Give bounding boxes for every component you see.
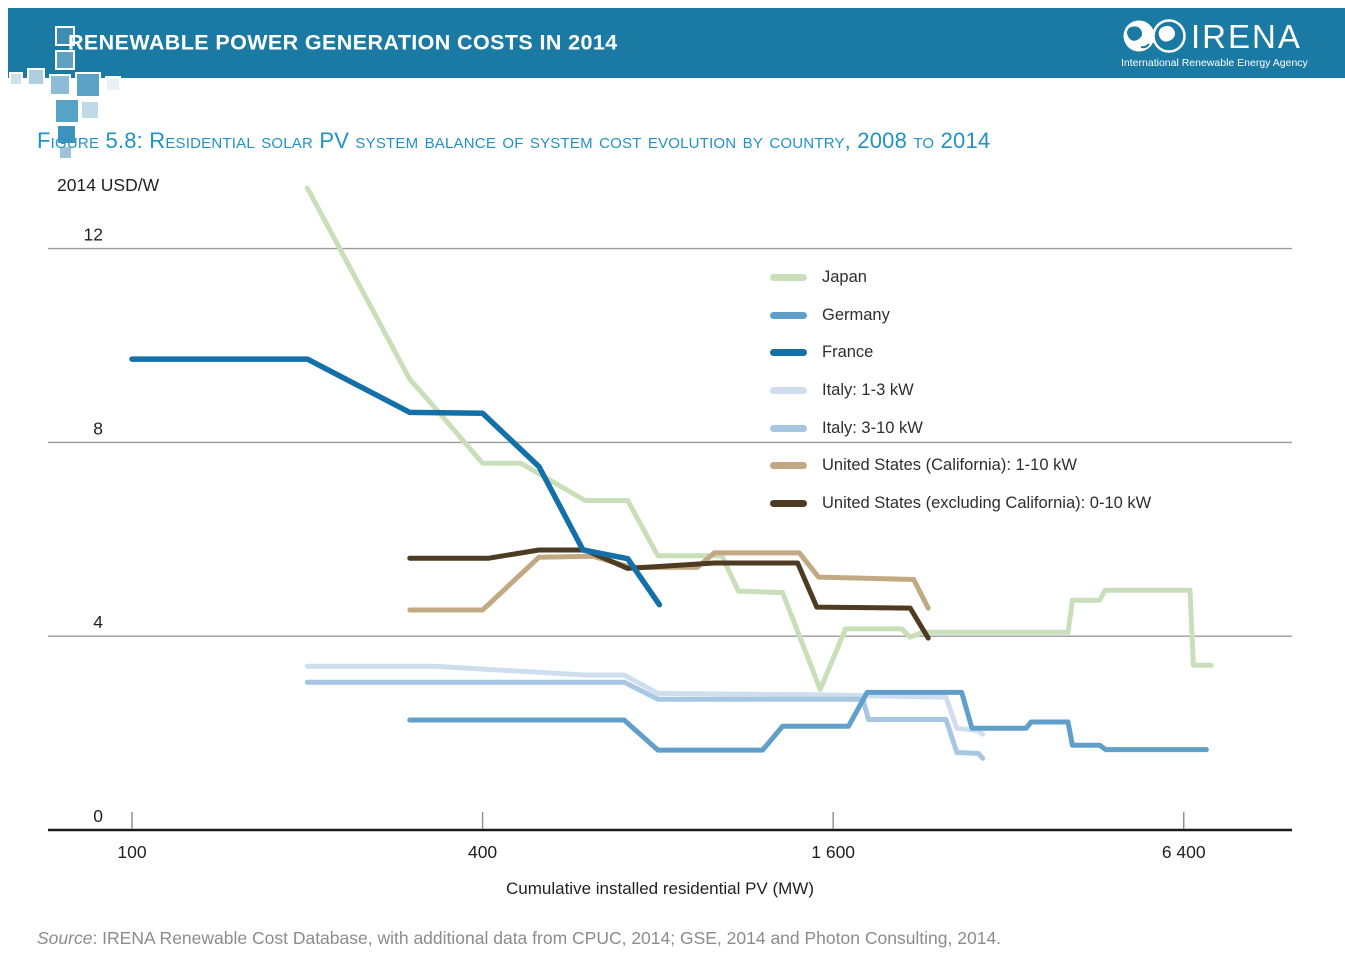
x-tick-label-100: 100 bbox=[117, 842, 146, 862]
deco-square bbox=[82, 102, 98, 118]
legend-swatch-icon bbox=[770, 274, 807, 282]
legend-label: United States (California): 1-10 kW bbox=[822, 456, 1077, 475]
deco-square bbox=[55, 26, 75, 46]
figure-title: Figure 5.8: Residential solar PV system … bbox=[37, 128, 991, 153]
legend-label: Japan bbox=[822, 268, 867, 287]
deco-square bbox=[75, 72, 101, 98]
legend-item: United States (excluding California): 0-… bbox=[770, 485, 1151, 523]
x-axis-title: Cumulative installed residential PV (MW) bbox=[506, 879, 814, 898]
legend-item: Italy: 3-10 kW bbox=[770, 409, 1151, 447]
y-tick-label-0: 0 bbox=[93, 806, 103, 826]
series-line-united-states-california-1-10-kw bbox=[407, 550, 931, 613]
svg-text:International Renewable Energy: International Renewable Energy Agency bbox=[1121, 57, 1309, 69]
deco-square bbox=[55, 50, 75, 70]
source-text: : IRENA Renewable Cost Database, with ad… bbox=[92, 928, 1002, 948]
x-tick-label-400: 400 bbox=[468, 842, 497, 862]
series-line-italy-3-10-kw bbox=[304, 679, 986, 761]
deco-square bbox=[58, 126, 75, 143]
deco-square bbox=[49, 74, 71, 96]
x-tick-label-6400: 6 400 bbox=[1162, 842, 1206, 862]
legend-item: Germany bbox=[770, 297, 1151, 335]
series-line-france bbox=[129, 356, 663, 608]
irena-logo: IRENA International Renewable Energy Age… bbox=[1117, 14, 1317, 72]
series-line-japan bbox=[304, 185, 1214, 692]
svg-text:IRENA: IRENA bbox=[1191, 18, 1302, 55]
deco-square bbox=[105, 76, 121, 92]
deco-square bbox=[9, 72, 23, 86]
legend-swatch-icon bbox=[770, 349, 807, 357]
irena-globes-icon: IRENA International Renewable Energy Age… bbox=[1121, 18, 1309, 69]
y-axis-unit-label: 2014 USD/W bbox=[57, 175, 160, 195]
legend-item: Italy: 1-3 kW bbox=[770, 372, 1151, 410]
legend-swatch-icon bbox=[770, 387, 807, 395]
legend-item: France bbox=[770, 334, 1151, 372]
legend-item: United States (California): 1-10 kW bbox=[770, 447, 1151, 485]
series-line-united-states-excluding-california-0-10-kw bbox=[407, 547, 931, 641]
legend-swatch-icon bbox=[770, 311, 807, 319]
legend-item: Japan bbox=[770, 259, 1151, 297]
x-tick-label-1600: 1 600 bbox=[811, 842, 855, 862]
y-tick-label-4: 4 bbox=[93, 612, 103, 632]
legend-label: Germany bbox=[822, 305, 890, 324]
header-bar: RENEWABLE POWER GENERATION COSTS IN 2014… bbox=[8, 8, 1345, 78]
source-note: Source: IRENA Renewable Cost Database, w… bbox=[37, 928, 1001, 949]
y-tick-label-8: 8 bbox=[93, 418, 103, 438]
legend-label: Italy: 3-10 kW bbox=[822, 418, 923, 437]
y-tick-label-12: 12 bbox=[84, 225, 103, 245]
report-title: RENEWABLE POWER GENERATION COSTS IN 2014 bbox=[68, 30, 618, 55]
deco-square bbox=[60, 147, 71, 158]
source-label: Source bbox=[37, 928, 93, 948]
legend-swatch-icon bbox=[770, 462, 807, 470]
legend-swatch-icon bbox=[770, 424, 807, 432]
deco-square bbox=[27, 68, 45, 86]
series-line-italy-1-3-kw bbox=[304, 663, 986, 737]
legend-swatch-icon bbox=[770, 499, 807, 507]
chart-legend: Japan Germany France Italy: 1-3 kW Italy: 3-… bbox=[770, 259, 1151, 522]
deco-square bbox=[56, 100, 78, 122]
legend-label: United States (excluding California): 0-… bbox=[822, 493, 1152, 512]
legend-label: France bbox=[822, 343, 874, 362]
legend-label: Italy: 1-3 kW bbox=[822, 381, 914, 400]
series-line-germany bbox=[407, 689, 1209, 753]
